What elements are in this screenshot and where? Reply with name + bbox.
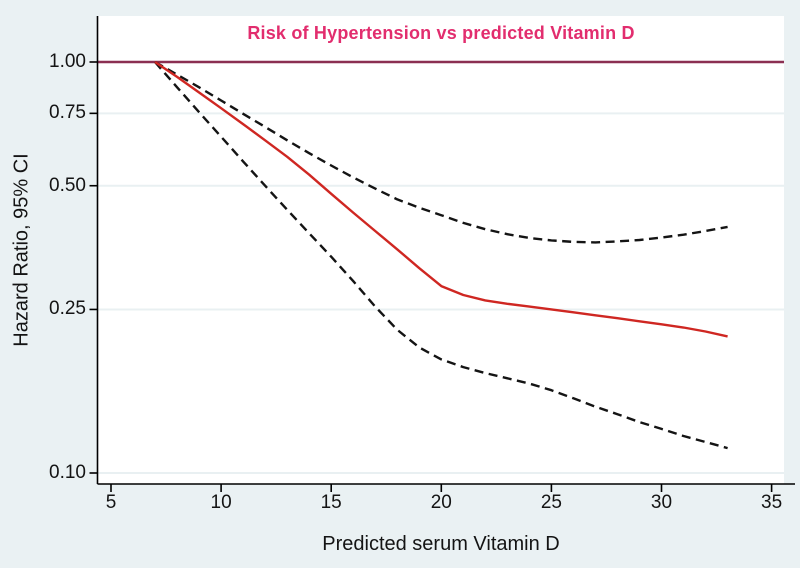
x-tick-label: 25: [540, 492, 562, 513]
x-tick-label: 20: [430, 492, 452, 513]
x-axis-title: Predicted serum Vitamin D: [322, 533, 560, 555]
ci-lower-line: [154, 61, 728, 450]
ci-upper-line: [154, 60, 728, 244]
x-tick-label: 5: [105, 492, 117, 513]
plot-region: [97, 16, 784, 484]
x-tick-label: 35: [761, 492, 783, 513]
y-tick-label: 0.10: [49, 462, 86, 483]
x-tick-label: 10: [210, 492, 232, 513]
x-tick-label: 15: [320, 492, 342, 513]
estimate-line: [154, 61, 728, 338]
x-tick-label: 30: [650, 492, 673, 513]
y-tick-label: 0.75: [49, 102, 86, 124]
y-tick-label: 0.25: [49, 298, 86, 320]
chart-title: Risk of Hypertension vs predicted Vitami…: [247, 23, 635, 43]
y-tick-label: 1.00: [49, 51, 86, 72]
y-axis-title: Hazard Ratio, 95% CI: [10, 153, 33, 347]
y-tick-label: 0.50: [49, 174, 86, 196]
